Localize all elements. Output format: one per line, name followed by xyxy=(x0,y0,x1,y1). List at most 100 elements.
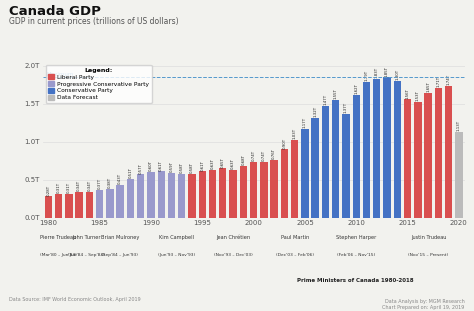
Bar xyxy=(455,132,463,218)
Text: 0.51T: 0.51T xyxy=(128,167,132,178)
Text: 1.53T: 1.53T xyxy=(416,90,420,101)
Text: 0.58T: 0.58T xyxy=(190,162,194,173)
Bar xyxy=(311,118,319,218)
Text: Pierre Trudeau: Pierre Trudeau xyxy=(40,235,76,240)
Text: (Feb'06 – Nov'15): (Feb'06 – Nov'15) xyxy=(337,253,375,258)
Text: 1.74T: 1.74T xyxy=(447,74,451,85)
Text: 0.68T: 0.68T xyxy=(241,154,246,165)
Bar xyxy=(178,174,185,218)
Text: Data Analysis by: MGM Research: Data Analysis by: MGM Research xyxy=(385,299,465,304)
Text: 0.31T: 0.31T xyxy=(67,182,71,193)
Text: 0.34T: 0.34T xyxy=(87,180,91,191)
Text: 0.60T: 0.60T xyxy=(149,160,153,171)
Text: 1.37T: 1.37T xyxy=(344,102,348,113)
Text: 1.47T: 1.47T xyxy=(323,94,328,105)
Text: 1.03T: 1.03T xyxy=(292,128,297,139)
Legend: Liberal Party, Progressive Conservative Party, Conservative Party, Data Forecast: Liberal Party, Progressive Conservative … xyxy=(46,65,152,103)
Bar xyxy=(127,179,134,218)
Text: John Turner: John Turner xyxy=(73,235,101,240)
Text: 0.61T: 0.61T xyxy=(201,160,204,171)
Bar xyxy=(260,162,267,218)
Text: 0.31T: 0.31T xyxy=(56,182,61,193)
Bar xyxy=(240,166,247,218)
Bar xyxy=(424,93,432,218)
Text: 0.61T: 0.61T xyxy=(159,160,163,171)
Text: 0.38T: 0.38T xyxy=(108,177,112,188)
Text: 1.79T: 1.79T xyxy=(365,70,368,81)
Text: (Jun'93 – Nov'93): (Jun'93 – Nov'93) xyxy=(158,253,195,258)
Text: 1.71T: 1.71T xyxy=(437,76,440,87)
Text: 1.85T: 1.85T xyxy=(385,66,389,77)
Bar xyxy=(86,192,93,218)
Text: 0.57T: 0.57T xyxy=(139,163,143,174)
Bar xyxy=(373,79,381,218)
Bar xyxy=(117,185,124,218)
Bar xyxy=(404,100,411,218)
Text: Brian Mulroney: Brian Mulroney xyxy=(100,235,139,240)
Text: (Mar'80 – Jun'84): (Mar'80 – Jun'84) xyxy=(40,253,76,258)
Text: 0.28T: 0.28T xyxy=(46,184,50,196)
Text: 0.63T: 0.63T xyxy=(231,158,235,169)
Bar xyxy=(322,106,329,218)
Bar xyxy=(209,170,216,218)
Text: 0.63T: 0.63T xyxy=(210,158,215,169)
Bar xyxy=(281,149,288,218)
Bar xyxy=(75,192,83,218)
Text: 1.83T: 1.83T xyxy=(375,67,379,78)
Bar xyxy=(219,168,227,218)
Bar xyxy=(250,162,257,218)
Text: 0.43T: 0.43T xyxy=(118,173,122,184)
Text: 1.32T: 1.32T xyxy=(313,106,317,117)
Bar xyxy=(45,197,52,218)
Text: Data Source: IMF World Economic Outlook, April 2019: Data Source: IMF World Economic Outlook,… xyxy=(9,297,141,302)
Text: (Nov'15 – Present): (Nov'15 – Present) xyxy=(409,253,448,258)
Bar xyxy=(229,170,237,218)
Bar xyxy=(332,100,339,218)
Text: Kim Campbell: Kim Campbell xyxy=(159,235,194,240)
Bar xyxy=(363,82,370,218)
Text: (Nov'93 – Dec'03): (Nov'93 – Dec'03) xyxy=(214,253,252,258)
Text: (Dec'03 – Feb'06): (Dec'03 – Feb'06) xyxy=(276,253,314,258)
Bar xyxy=(445,86,452,218)
Bar xyxy=(414,102,421,218)
Bar xyxy=(435,88,442,218)
Text: 1.62T: 1.62T xyxy=(354,83,358,94)
Text: 0.74T: 0.74T xyxy=(262,150,266,161)
Bar xyxy=(353,95,360,218)
Text: Stephen Harper: Stephen Harper xyxy=(337,235,377,240)
Bar xyxy=(291,140,298,218)
Text: 0.76T: 0.76T xyxy=(272,148,276,159)
Text: Chart Prepared on: April 19, 2019: Chart Prepared on: April 19, 2019 xyxy=(382,305,465,310)
Bar xyxy=(383,77,391,218)
Bar xyxy=(199,171,206,218)
Text: Canada GDP: Canada GDP xyxy=(9,5,101,18)
Text: Jean Chrétien: Jean Chrétien xyxy=(216,235,250,240)
Text: Justin Trudeau: Justin Trudeau xyxy=(411,235,446,240)
Text: 1.65T: 1.65T xyxy=(426,81,430,92)
Bar xyxy=(157,171,165,218)
Bar xyxy=(188,174,196,218)
Bar xyxy=(55,194,62,218)
Bar xyxy=(106,189,114,218)
Text: 0.34T: 0.34T xyxy=(77,180,81,191)
Text: 1.55T: 1.55T xyxy=(334,89,337,100)
Text: Maximum: Maximum xyxy=(47,72,74,77)
Text: 0.37T: 0.37T xyxy=(98,178,101,189)
Bar xyxy=(301,129,309,218)
Text: 0.59T: 0.59T xyxy=(170,161,173,172)
Bar xyxy=(147,172,155,218)
Bar xyxy=(271,160,278,218)
Bar xyxy=(137,174,145,218)
Bar xyxy=(168,173,175,218)
Text: Paul Martin: Paul Martin xyxy=(281,235,309,240)
Text: 0.74T: 0.74T xyxy=(252,150,255,161)
Text: Prime Ministers of Canada 1980-2018: Prime Ministers of Canada 1980-2018 xyxy=(297,278,414,283)
Text: 0.90T: 0.90T xyxy=(283,137,286,149)
Bar xyxy=(65,194,73,218)
Text: 0.58T: 0.58T xyxy=(180,162,184,173)
Text: 1.13T: 1.13T xyxy=(457,120,461,131)
Text: GDP in current prices (trillions of US dollars): GDP in current prices (trillions of US d… xyxy=(9,17,179,26)
Text: 1.80T: 1.80T xyxy=(395,69,399,81)
Bar xyxy=(342,114,350,218)
Text: (Jun'84 – Sep'84): (Jun'84 – Sep'84) xyxy=(68,253,105,258)
